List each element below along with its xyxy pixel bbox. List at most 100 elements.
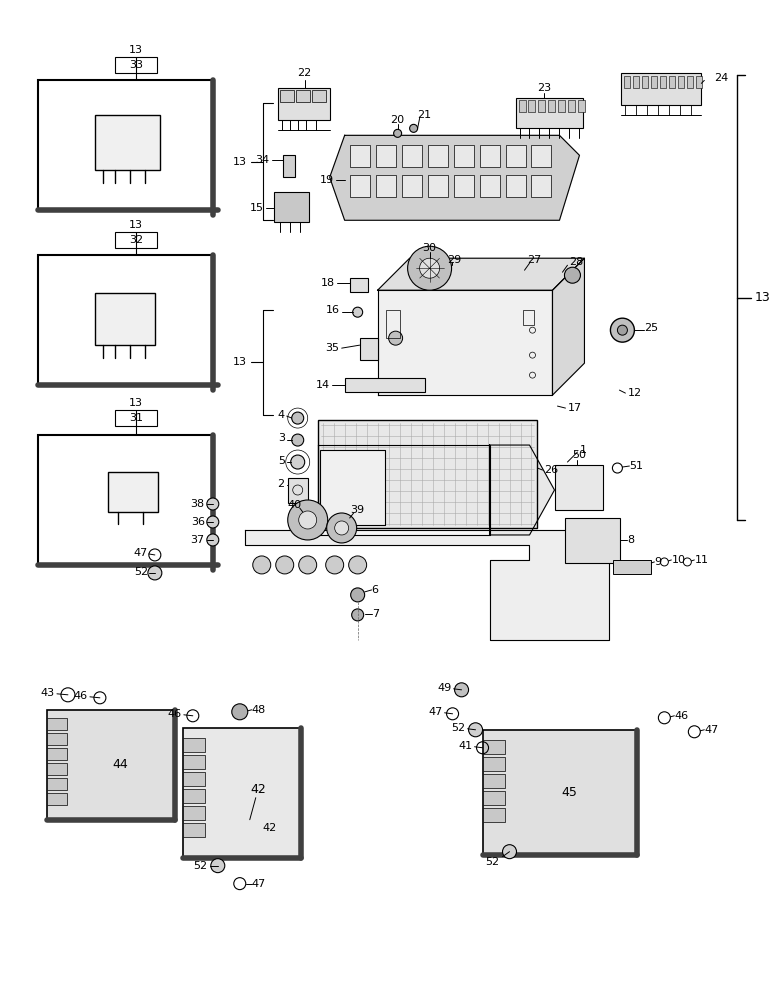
Text: 16: 16 [326,305,340,315]
Bar [279,90,293,102]
Bar [482,774,505,788]
Text: 9: 9 [655,557,662,567]
Bar [95,293,155,345]
Text: 17: 17 [567,403,581,413]
Circle shape [299,511,317,529]
Bar [687,76,693,88]
Text: 49: 49 [437,683,452,693]
Bar [47,778,67,790]
Bar [428,145,448,167]
Bar [115,410,157,426]
Bar [531,175,551,197]
Bar [95,115,160,170]
Bar [47,763,67,775]
Text: 13: 13 [754,291,770,304]
Bar [642,76,648,88]
Text: 51: 51 [629,461,643,471]
Bar [183,806,205,820]
Bar [428,175,448,197]
Circle shape [207,534,218,546]
Bar [376,145,395,167]
Text: 13: 13 [233,357,247,367]
Bar [625,76,631,88]
Text: 30: 30 [422,243,437,253]
Circle shape [335,521,349,535]
Circle shape [276,556,293,574]
Bar [47,793,67,805]
Text: 23: 23 [537,83,551,93]
Text: 39: 39 [350,505,364,515]
Text: 21: 21 [418,110,432,120]
Text: 43: 43 [41,688,55,698]
Bar [548,100,556,112]
Text: 52: 52 [486,857,499,867]
Text: 47: 47 [704,725,719,735]
Polygon shape [245,530,609,640]
Circle shape [420,258,439,278]
Bar [344,378,425,392]
Circle shape [350,588,364,602]
Bar [696,76,703,88]
Circle shape [327,513,357,543]
Circle shape [288,500,327,540]
Circle shape [292,412,303,424]
Text: 3: 3 [278,433,285,443]
Bar [47,718,67,730]
Bar [183,823,205,837]
Bar [283,155,295,177]
Text: 5: 5 [278,456,285,466]
Bar [519,100,526,112]
Circle shape [232,704,248,720]
Bar [350,278,367,292]
Text: 33: 33 [129,60,143,70]
Bar [669,76,676,88]
Text: 25: 25 [645,323,659,333]
Text: 52: 52 [452,723,466,733]
Bar [565,518,621,563]
Circle shape [292,434,303,446]
Bar [386,310,400,338]
Circle shape [252,556,271,574]
Text: 24: 24 [714,73,729,83]
Bar [274,192,309,222]
Bar [183,789,205,803]
Bar [296,90,310,102]
Text: 2: 2 [278,479,285,489]
Bar [47,733,67,745]
Text: 52: 52 [194,861,208,871]
Circle shape [326,556,344,574]
Bar [278,88,330,120]
Circle shape [291,455,305,469]
Bar [360,338,378,360]
Text: 1: 1 [580,445,587,455]
Text: 13: 13 [233,157,247,167]
Bar [350,145,370,167]
Polygon shape [318,445,489,535]
Circle shape [299,556,317,574]
Text: 31: 31 [129,413,143,423]
Polygon shape [378,290,553,395]
Circle shape [211,859,225,873]
Bar [318,420,537,528]
Text: 47: 47 [134,548,148,558]
Text: 12: 12 [628,388,642,398]
Text: 26: 26 [544,465,559,475]
Text: 27: 27 [527,255,542,265]
Circle shape [618,325,628,335]
Text: 13: 13 [129,398,143,408]
Bar [614,560,652,574]
Text: 41: 41 [459,741,472,751]
Text: 34: 34 [256,155,269,165]
Bar [320,450,384,525]
Text: 52: 52 [134,567,148,577]
Bar [38,255,213,385]
Text: 22: 22 [297,68,312,78]
Circle shape [394,129,401,137]
Text: 4: 4 [278,410,285,420]
Bar [454,145,473,167]
Text: 48: 48 [252,705,266,715]
Text: 36: 36 [191,517,205,527]
Bar [47,748,67,760]
Bar [523,310,534,325]
Circle shape [564,267,581,283]
